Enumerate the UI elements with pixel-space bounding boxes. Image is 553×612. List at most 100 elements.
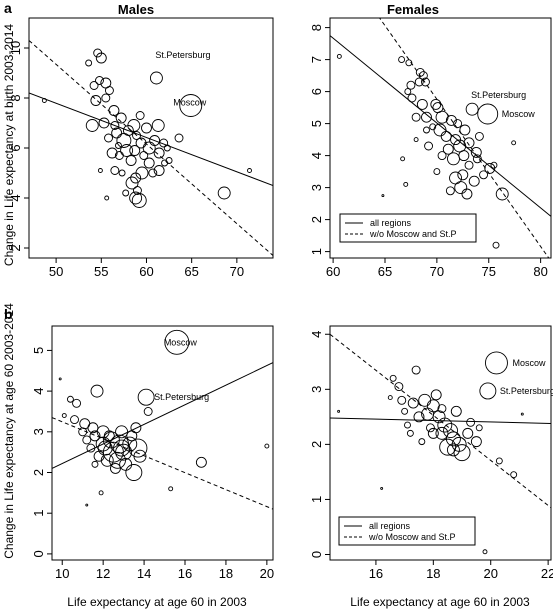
data-point <box>511 140 517 146</box>
data-point <box>437 404 447 414</box>
x-tick-label: 10 <box>55 566 69 581</box>
data-point <box>95 76 104 85</box>
data-point <box>97 168 103 173</box>
data-point <box>108 105 120 116</box>
annotation-label: St.Petersburg <box>155 50 210 60</box>
data-point <box>466 417 476 427</box>
data-point <box>129 191 143 205</box>
data-point <box>475 424 483 432</box>
data-point <box>143 407 153 416</box>
data-point <box>159 138 169 148</box>
data-point <box>415 67 425 77</box>
y-tick-label: 0 <box>31 550 46 557</box>
data-point <box>404 421 411 429</box>
data-point <box>78 427 88 437</box>
data-point <box>430 98 442 110</box>
fit-line-all-regions <box>29 92 273 186</box>
data-point <box>87 422 99 434</box>
x-tick-label: 55 <box>94 264 108 279</box>
y-tick-label: 2 <box>309 216 324 223</box>
y-tick-label: 6 <box>309 88 324 95</box>
data-point <box>110 166 120 175</box>
x-axis-label-b-females: Life expectancy at age 60 in 2003 <box>350 595 530 609</box>
data-point <box>135 111 145 120</box>
data-point <box>104 133 113 143</box>
data-point <box>95 52 107 64</box>
fit-line-without-moscow-stp <box>52 417 273 510</box>
data-point <box>381 194 385 198</box>
data-point <box>128 438 148 458</box>
data-point <box>406 429 414 437</box>
y-tick-label: 8 <box>8 94 23 101</box>
data-point <box>397 395 407 405</box>
data-point <box>115 112 127 124</box>
panel-letter-b: b <box>4 306 13 322</box>
data-point <box>114 151 124 160</box>
data-point <box>66 395 74 403</box>
data-point <box>161 159 169 167</box>
data-point <box>264 443 270 449</box>
data-point <box>520 412 524 416</box>
data-point <box>120 144 134 157</box>
y-tick-label: 4 <box>309 331 324 338</box>
data-point <box>421 111 432 123</box>
fit-line-without-moscow-stp <box>330 333 551 509</box>
y-tick-label: 1 <box>309 496 324 503</box>
data-point <box>85 119 99 132</box>
data-point <box>401 407 409 415</box>
panel-b-females: 16 18 20 22 0 1 2 3 4 Moscow St.Petersburg all regi… <box>309 325 553 581</box>
data-point <box>407 397 419 409</box>
data-point <box>174 133 184 143</box>
data-point <box>111 127 123 139</box>
data-point <box>89 430 101 442</box>
y-tick-label: 6 <box>8 144 23 151</box>
data-point <box>247 168 252 173</box>
data-point <box>122 189 130 197</box>
panel-a-females: 60 65 70 75 80 1 2 3 4 5 6 7 8 St.Petersburg Moscow all… <box>309 17 552 279</box>
data-point <box>407 93 417 103</box>
data-point <box>89 81 99 90</box>
y-tick-label: 8 <box>309 24 324 31</box>
y-tick-label: 1 <box>31 510 46 517</box>
data-point <box>125 155 137 166</box>
x-tick-label: 16 <box>178 566 192 581</box>
x-axis-label-b-males: Life expectancy at age 60 in 2003 <box>67 595 247 609</box>
data-point <box>474 131 484 141</box>
data-point <box>115 142 122 149</box>
data-point <box>151 119 165 132</box>
x-tick-label: 14 <box>137 566 151 581</box>
y-tick-label: 10 <box>8 41 23 55</box>
data-point <box>411 112 421 122</box>
data-point <box>41 98 47 103</box>
y-tick-label: 5 <box>309 120 324 127</box>
data-point <box>450 405 462 417</box>
data-point <box>133 449 147 463</box>
y-tick-label: 3 <box>309 386 324 393</box>
x-tick-label: 20 <box>260 566 274 581</box>
data-point <box>93 450 105 462</box>
data-point <box>164 329 190 355</box>
data-point <box>461 188 473 200</box>
panel-a-males: 50 55 60 65 70 2 4 6 8 10 St.Petersburg Moscow <box>8 17 274 279</box>
y-tick-label: 4 <box>8 194 23 201</box>
y-tick-label: 0 <box>309 551 324 558</box>
data-point <box>495 457 503 465</box>
data-point <box>414 77 424 87</box>
data-point <box>101 93 111 103</box>
legend-box <box>338 516 476 546</box>
data-point <box>168 486 174 492</box>
data-point <box>479 170 489 180</box>
data-point <box>142 141 156 155</box>
data-point <box>195 456 207 468</box>
data-point <box>149 135 161 146</box>
data-point <box>463 137 475 149</box>
y-tick-label: 4 <box>31 387 46 394</box>
data-point <box>90 95 102 106</box>
column-title-males: Males <box>118 2 154 17</box>
data-point <box>413 411 425 423</box>
data-point <box>418 438 426 446</box>
data-point <box>336 53 342 59</box>
data-point <box>337 409 341 413</box>
